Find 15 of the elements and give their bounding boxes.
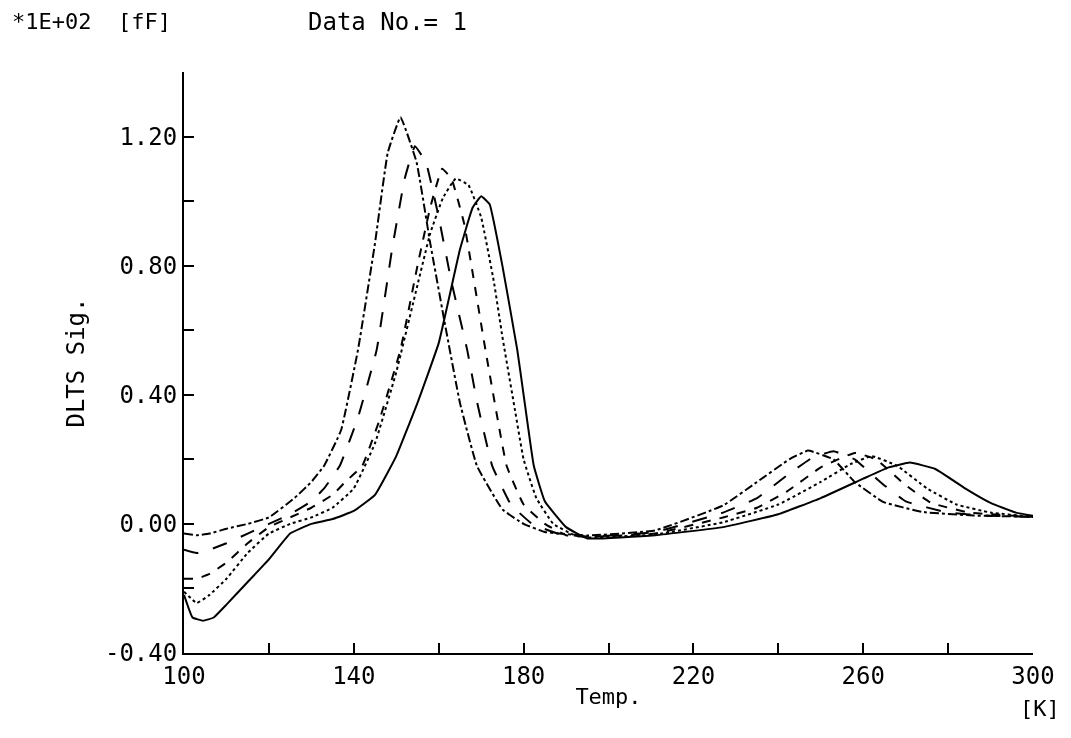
x-tick-label: 100 [162, 661, 206, 690]
y-tick-label: 0.40 [119, 381, 178, 410]
x-axis-title: Temp. [575, 684, 642, 710]
y-tick-label: 1.20 [119, 122, 178, 151]
y-tick-label: 0.00 [119, 510, 178, 539]
x-tick-label: 260 [841, 661, 885, 690]
y-tick-label: 0.80 [119, 252, 178, 281]
text: *1E+02 [fF] [12, 9, 171, 34]
x-tick-label: 220 [671, 661, 716, 690]
y-axis-title: DLTS Sig. [61, 297, 90, 428]
chart-title: Data No.= 1 [308, 8, 467, 37]
x-tick-label: 300 [1011, 661, 1055, 690]
x-tick-label: 180 [501, 661, 546, 690]
text: [K] [1020, 696, 1060, 721]
x-tick-label: 140 [332, 661, 376, 690]
